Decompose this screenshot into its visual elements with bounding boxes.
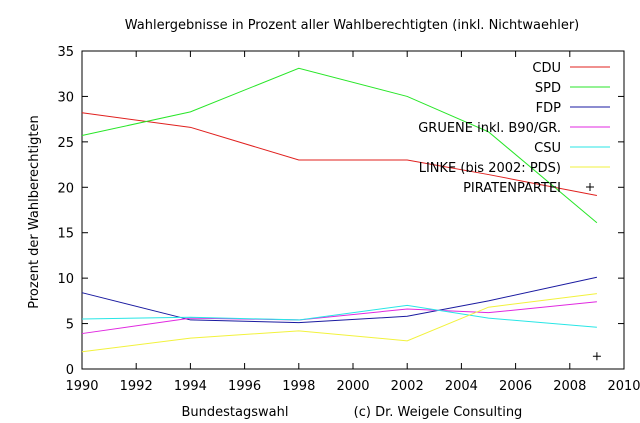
x-tick-label: 1998 <box>282 379 315 394</box>
plot-border <box>81 50 625 370</box>
x-tick-label: 2000 <box>336 379 369 394</box>
x-axis-copyright-note: (c) Dr. Weigele Consulting <box>354 405 523 420</box>
series-lines <box>81 67 601 361</box>
series-line-fdp <box>81 276 598 324</box>
legend-label-csu: CSU <box>534 141 561 156</box>
y-tick-label: 25 <box>57 136 74 151</box>
series-point-piratenpartei <box>592 352 601 361</box>
y-tick-label: 0 <box>66 363 74 378</box>
y-axis-label: Prozent der Wahlberechtigten <box>27 115 42 308</box>
series-line-cdu <box>81 112 597 196</box>
series-line-spd <box>81 67 598 224</box>
x-tick-label: 2004 <box>445 379 478 394</box>
x-tick-label: 1990 <box>65 379 98 394</box>
x-tick-label: 1996 <box>228 379 261 394</box>
legend-label-linke-bis-2002-pds: LINKE (bis 2002: PDS) <box>419 161 561 176</box>
y-tick-label: 15 <box>57 227 74 242</box>
y-tick-label: 5 <box>66 318 74 333</box>
series-line-gruene-inkl-b90-gr <box>81 301 597 335</box>
x-tick-label: 1994 <box>174 379 207 394</box>
series-line-csu <box>81 304 597 328</box>
x-tick-label: 2006 <box>499 379 532 394</box>
axis-ticks: 1990 1992 1994 1996 1998 2000 2002 2004 2006 2008… <box>57 45 640 394</box>
legend: CDU SPD FDP GRUENE inkl. B90/GR. CSU LINKE (b… <box>418 61 610 196</box>
x-tick-label: 1992 <box>120 379 153 394</box>
y-tick-label: 35 <box>57 45 74 60</box>
series-line-linke-bis-2002-pds <box>81 293 597 353</box>
legend-label-fdp: FDP <box>536 101 561 116</box>
y-tick-label: 10 <box>57 272 74 287</box>
y-tick-label: 20 <box>57 181 74 196</box>
chart-title: Wahlergebnisse in Prozent aller Wahlbere… <box>125 18 580 33</box>
legend-label-gruene-inkl-b90-gr: GRUENE inkl. B90/GR. <box>418 121 561 136</box>
x-tick-label: 2002 <box>391 379 424 394</box>
plot-frame <box>81 50 625 370</box>
x-tick-label: 2010 <box>607 379 640 394</box>
x-axis-label: Bundestagswahl <box>182 405 289 420</box>
x-tick-label: 2008 <box>553 379 586 394</box>
legend-sample-piratenpartei <box>586 183 594 191</box>
legend-label-cdu: CDU <box>532 61 561 76</box>
legend-label-piratenpartei: PIRATENPARTEI <box>463 181 561 196</box>
legend-label-spd: SPD <box>535 81 561 96</box>
y-tick-label: 30 <box>57 90 74 105</box>
